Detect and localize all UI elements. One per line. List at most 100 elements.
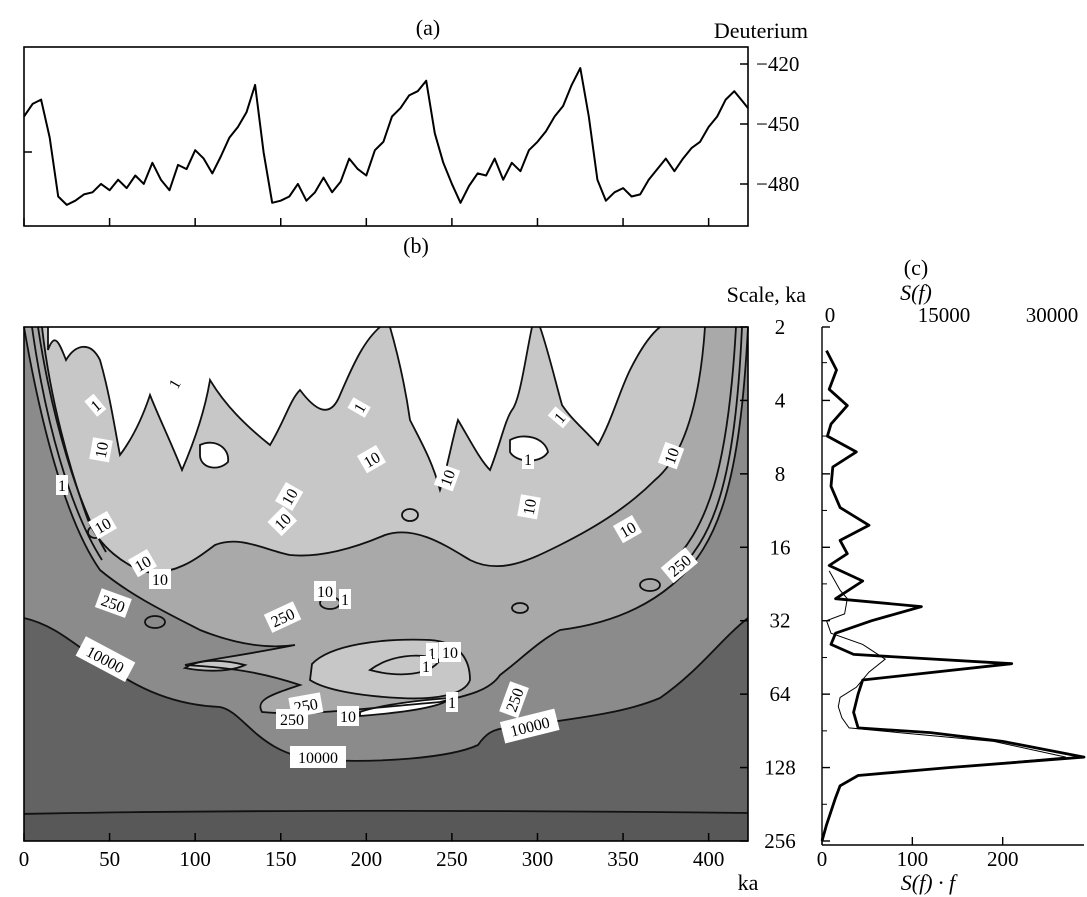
panel-a-x-ticks — [23, 218, 710, 226]
panel-a-label: (a) — [416, 15, 440, 40]
contour-label-1: 1 — [347, 397, 371, 418]
scalogram-fill — [24, 327, 748, 841]
contour-label-box — [149, 569, 171, 589]
contour-label-1: 1 — [522, 449, 534, 469]
contour-label-10: 10 — [433, 463, 461, 492]
contour-label-box — [56, 475, 68, 495]
contour-line-1-island — [639, 578, 661, 592]
contour-label-box — [89, 437, 113, 463]
contour-label-text: 10 — [617, 519, 639, 542]
contour-label-box — [433, 463, 461, 492]
contour-label-box — [263, 601, 302, 633]
contour-line-1-island — [199, 441, 229, 469]
panel-a-ytick-label: −420 — [756, 52, 799, 76]
contour-label-text: 10 — [317, 584, 333, 601]
contour-label-box — [446, 692, 458, 712]
panel-b-xtick-label: 0 — [19, 847, 30, 871]
contour-line-10000 — [23, 617, 749, 762]
panel-c-top-tick: 0 — [825, 303, 836, 327]
deuterium-series-line — [23, 67, 749, 206]
contour-label-text: 1 — [58, 478, 66, 495]
panel-a-ytick-label: −450 — [756, 112, 799, 136]
panel-b-ytick-label: 8 — [775, 462, 786, 486]
panel-b-ytick-label: 32 — [770, 609, 791, 633]
contour-label-text: 10 — [521, 498, 541, 517]
scalogram-contours — [23, 326, 749, 815]
panel-b-xlabel: ka — [738, 870, 759, 895]
contour-label-text: 10 — [93, 441, 113, 460]
panel-b-xtick-label: 200 — [351, 847, 383, 871]
contour-label-box — [162, 373, 186, 394]
contour-label-box — [339, 589, 351, 609]
contour-label-10: 10 — [127, 548, 158, 578]
contour-region-below-1-island — [510, 436, 548, 461]
panel-c-xtick-label: 100 — [897, 847, 929, 871]
panel-b-ylabel: Scale, ka — [727, 282, 807, 307]
panel-b-xtick-label: 250 — [436, 847, 468, 871]
panel-b-ytick-label: 128 — [764, 756, 796, 780]
panel-c-x-ticks: 0 100 200 — [817, 837, 1019, 871]
contour-line-250 — [23, 326, 749, 715]
contour-line-10-island — [182, 659, 248, 672]
panel-b-label: (b) — [403, 233, 429, 258]
contour-line-1-island — [144, 615, 166, 629]
contour-label-1: 1 — [446, 692, 458, 712]
panel-a-y-ticks: −420 −450 −480 — [24, 52, 799, 196]
panel-b-xtick-label: 400 — [693, 847, 725, 871]
panel-a: (a) Deuterium −420 −450 −480 — [23, 15, 808, 227]
contour-label-10: 10 — [89, 437, 113, 463]
panel-c-xtick-label: 200 — [987, 847, 1019, 871]
contour-line-1 — [389, 326, 533, 494]
panel-c-y-ticks — [822, 326, 830, 842]
spectrum-thick-line — [820, 349, 1086, 842]
contour-label-box — [439, 642, 461, 662]
contour-label-text: 10 — [340, 709, 356, 726]
contour-label-box — [75, 636, 136, 682]
contour-label-10: 10 — [267, 506, 298, 537]
contour-label-box — [94, 588, 132, 618]
panel-b: (b) Scale, ka — [19, 233, 806, 895]
contour-label-text: 250 — [280, 712, 304, 729]
panel-a-frame — [23, 46, 749, 227]
contour-label-text: 10 — [662, 446, 683, 467]
panel-c-top-axis-title: S(f) — [900, 280, 932, 305]
contour-label-box — [612, 514, 643, 544]
panel-b-xtick-label: 300 — [522, 847, 554, 871]
contour-label-box — [337, 706, 359, 726]
contour-label-box — [517, 494, 541, 520]
contour-line-1 — [539, 326, 661, 447]
panel-b-y-ticks: 2 4 8 16 32 64 128 256 — [740, 315, 796, 853]
contour-label-box — [314, 581, 336, 601]
panel-b-xtick-label: 150 — [265, 847, 297, 871]
panel-c-top-tick: 15000 — [918, 303, 971, 327]
contour-line-1-island — [401, 508, 419, 522]
contour-label-box — [87, 510, 118, 540]
panel-a-ytick-label: −480 — [756, 172, 799, 196]
contour-region-below-1-island — [200, 442, 229, 468]
contour-label-text: 1 — [422, 659, 430, 676]
contour-label-250: 250 — [499, 681, 529, 719]
contour-label-10: 10 — [356, 444, 387, 474]
contour-line-1-island — [511, 602, 529, 614]
contour-label-box — [499, 708, 560, 744]
spectrum-thin-line — [821, 570, 1067, 842]
contour-label-text: 10 — [442, 645, 458, 662]
panel-b-ytick-label: 256 — [764, 829, 796, 853]
contour-label-box — [347, 397, 371, 418]
panel-b-x-ticks: 0 50 100 150 200 250 300 350 400 — [19, 833, 725, 871]
panel-c-top-tick: 30000 — [1026, 303, 1079, 327]
contour-label-box — [84, 393, 107, 417]
panel-c: (c) S(f) 0 15000 30000 0 100 200 S(f) · f — [817, 255, 1086, 895]
contour-label-text: 1 — [448, 695, 456, 712]
contour-line-bottom — [23, 809, 749, 815]
contour-label-10000: 10000 — [290, 746, 346, 768]
contour-label-box — [356, 444, 387, 474]
contour-label-250: 250 — [94, 588, 132, 618]
panel-c-bottom-axis-title: S(f) · f — [901, 870, 958, 895]
panel-b-ytick-label: 64 — [770, 682, 792, 706]
contour-label-10: 10 — [657, 441, 685, 470]
contour-label-box — [127, 548, 158, 578]
panel-c-xtick-label: 0 — [817, 847, 828, 871]
contour-label-10000: 10000 — [499, 708, 560, 744]
